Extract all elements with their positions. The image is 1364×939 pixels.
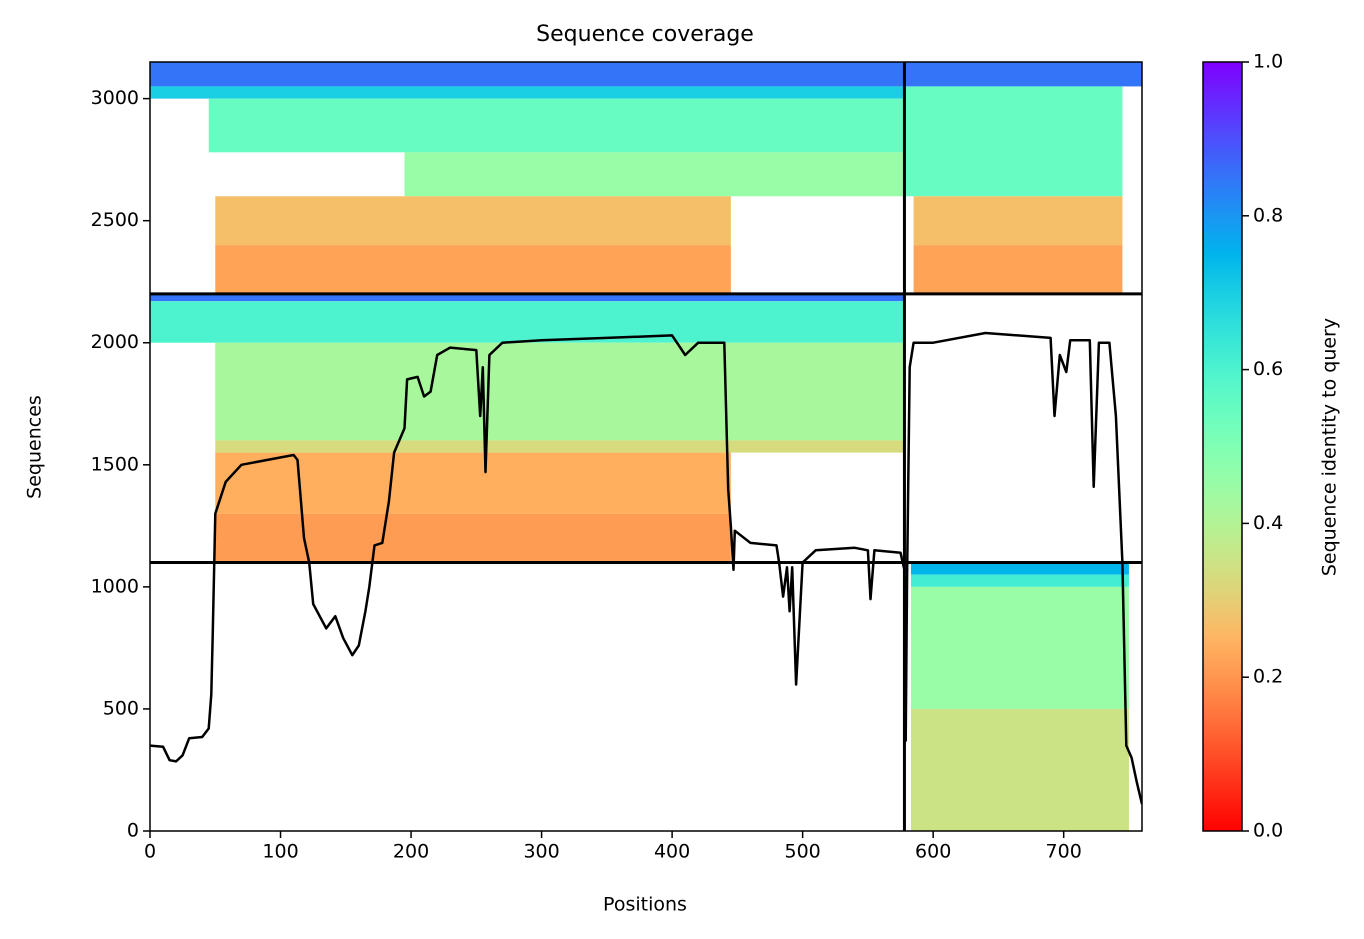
coverage-band <box>910 574 1129 587</box>
colorbar-tick-label: 0.8 <box>1253 204 1283 226</box>
x-tick-label: 200 <box>393 841 429 863</box>
colorbar-label: Sequence identity to query <box>1319 318 1341 576</box>
x-tick-label: 0 <box>144 841 156 863</box>
x-tick-label: 700 <box>1046 841 1082 863</box>
colorbar-tick-label: 1.0 <box>1253 51 1283 73</box>
y-tick-label: 1500 <box>91 453 139 475</box>
coverage-band <box>910 708 1129 831</box>
y-tick-label: 500 <box>103 697 139 719</box>
x-tick-label: 500 <box>784 841 820 863</box>
coverage-band <box>150 86 905 99</box>
x-tick-label: 100 <box>262 841 298 863</box>
coverage-band <box>404 152 905 197</box>
colorbar-tick-label: 0.4 <box>1253 512 1283 534</box>
y-tick-label: 3000 <box>91 87 139 109</box>
coverage-band <box>215 196 731 246</box>
coverage-band <box>215 452 731 514</box>
coverage-line <box>150 331 1142 805</box>
x-axis-label: Positions <box>603 894 687 916</box>
coverage-band <box>215 342 905 441</box>
overlay <box>150 62 1142 831</box>
chart-title: Sequence coverage <box>536 22 754 47</box>
y-tick-label: 1000 <box>91 575 139 597</box>
y-tick-label: 0 <box>127 820 139 842</box>
colorbar-tick-label: 0.6 <box>1253 358 1283 380</box>
colorbar-tick-label: 0.0 <box>1253 820 1283 842</box>
coverage-band <box>150 301 905 343</box>
coverage-band <box>913 196 1123 246</box>
coverage-band <box>904 86 1123 197</box>
coverage-band <box>208 98 905 153</box>
y-tick-label: 2000 <box>91 331 139 353</box>
colorbar <box>1202 61 1243 832</box>
coverage-band <box>910 586 1129 709</box>
axes: 0 100 200 300 400 500 600 700 0 500 1000 1500 2000 25… <box>91 51 1284 863</box>
coverage-band <box>150 62 1142 87</box>
colorbar-tick-label: 0.2 <box>1253 666 1283 688</box>
plot-frame <box>149 61 1143 832</box>
coverage-band <box>215 440 905 453</box>
x-tick-label: 300 <box>523 841 559 863</box>
y-axis-label: Sequences <box>24 395 46 499</box>
x-tick-label: 600 <box>915 841 951 863</box>
x-tick-label: 400 <box>654 841 690 863</box>
y-tick-label: 2500 <box>91 209 139 231</box>
coverage-band <box>215 245 731 294</box>
heatmap <box>150 62 1142 831</box>
coverage-band <box>215 513 731 563</box>
coverage-band <box>910 562 1129 575</box>
coverage-band <box>150 293 905 302</box>
coverage-band <box>913 245 1123 294</box>
